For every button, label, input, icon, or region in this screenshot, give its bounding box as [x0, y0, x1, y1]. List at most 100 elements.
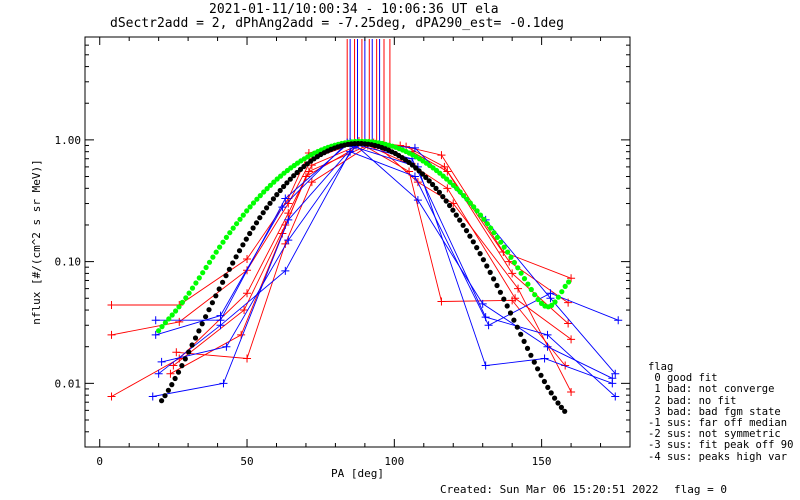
legend-item: 1 bad: not converge	[648, 383, 775, 396]
fit-point-green	[450, 182, 456, 188]
plus-marker-red	[567, 387, 576, 396]
fit-point-black	[291, 173, 297, 179]
fit-point-green	[274, 176, 280, 182]
fit-point-black	[497, 289, 503, 295]
plus-marker-blue	[219, 379, 228, 388]
fit-point-black	[447, 202, 453, 209]
fit-point-green	[562, 283, 568, 289]
fit-point-green	[559, 289, 565, 295]
fit-point-green	[508, 254, 514, 260]
fit-point-black	[524, 345, 531, 351]
fit-point-green	[521, 276, 528, 282]
plus-marker-red	[514, 284, 523, 293]
plus-marker-red	[278, 229, 287, 238]
plus-marker-red	[107, 330, 116, 339]
fit-point-black	[236, 248, 243, 254]
fit-point-black	[440, 194, 446, 200]
fit-point-green	[234, 221, 240, 227]
plus-marker-blue	[216, 311, 225, 320]
fit-point-black	[287, 176, 293, 182]
fit-point-black	[250, 225, 256, 231]
fit-point-black	[480, 257, 486, 263]
fit-point-green	[505, 249, 511, 255]
fit-point-green	[237, 216, 243, 222]
fit-point-black	[260, 210, 266, 216]
fit-point-green	[203, 264, 209, 271]
series-line-blue	[155, 142, 616, 397]
fit-point-green	[532, 292, 538, 298]
fit-point-black	[206, 307, 212, 313]
fit-point-green	[457, 189, 463, 195]
plus-marker-blue	[284, 215, 293, 224]
plus-marker-red	[240, 306, 249, 315]
plus-marker-blue	[540, 354, 549, 363]
fit-point-green	[528, 286, 534, 293]
fit-point-green	[518, 270, 524, 276]
fit-point-green	[206, 259, 213, 265]
peak-marker-layer	[346, 39, 391, 147]
series-line-blue	[155, 141, 616, 374]
fit-point-green	[278, 173, 284, 179]
fit-point-green	[240, 212, 246, 218]
fit-point-black	[159, 398, 165, 404]
fit-point-black	[179, 363, 185, 369]
fit-point-green	[227, 230, 233, 236]
fit-point-black	[484, 263, 490, 269]
plus-marker-red	[304, 167, 313, 176]
fit-point-green	[156, 328, 162, 334]
tick-label-layer: 0 50 100 150 0.01 0.10 1.00	[55, 134, 552, 468]
fit-point-black	[419, 171, 426, 177]
fit-point-black	[233, 254, 239, 260]
fit-point-black	[192, 335, 199, 341]
plus-marker-red	[237, 330, 246, 339]
fit-point-green	[555, 294, 562, 300]
fit-point-black	[264, 205, 270, 211]
fit-point-green	[220, 239, 226, 245]
fit-point-black	[558, 404, 565, 410]
fit-point-green	[498, 239, 504, 245]
x-axis-label: PA [deg]	[331, 467, 384, 480]
plus-marker-red	[508, 296, 517, 305]
fit-point-green	[162, 320, 168, 326]
fit-point-green	[173, 308, 179, 314]
legend-title: flag	[648, 361, 674, 373]
plus-marker-red	[508, 269, 517, 278]
fit-point-green	[271, 179, 277, 185]
plus-marker-blue	[611, 369, 620, 378]
x-tick-label: 100	[384, 455, 404, 468]
fit-point-black	[426, 178, 432, 184]
plus-marker-red	[243, 255, 252, 264]
legend-item: -4 sus: peaks high var	[648, 450, 788, 463]
fit-point-black	[182, 356, 188, 362]
fit-point-green	[535, 296, 541, 303]
series-line-blue	[158, 151, 619, 375]
plus-marker-red	[443, 167, 452, 176]
plus-marker-blue	[157, 357, 166, 366]
fit-point-black	[284, 180, 290, 186]
plus-marker-blue	[410, 143, 419, 152]
plus-marker-blue	[413, 196, 422, 205]
fit-point-green	[267, 182, 273, 188]
y-tick-label: 1.00	[55, 134, 82, 147]
plus-marker-red	[567, 335, 576, 344]
fit-point-green	[223, 234, 229, 240]
created-timestamp: Created: Sun Mar 06 15:20:51 2022	[440, 483, 659, 496]
plus-marker-red	[443, 184, 452, 193]
plus-marker-blue	[611, 392, 620, 401]
fit-point-black	[555, 400, 561, 406]
fit-point-green	[566, 279, 572, 285]
fit-point-black	[243, 236, 249, 242]
fit-point-black	[209, 300, 215, 306]
y-axis-label: nflux [#/(cm^2 s sr MeV)]	[30, 159, 43, 325]
chart-title-line-1: 2021-01-11/10:00:34 - 10:06:36 UT ela	[209, 2, 499, 17]
fit-point-green	[250, 200, 257, 206]
fit-point-black	[501, 296, 507, 302]
plus-marker-red	[166, 369, 175, 378]
fit-point-black	[504, 303, 510, 309]
fit-point-green	[230, 225, 236, 231]
fit-point-black	[433, 185, 439, 191]
plus-marker-red	[172, 348, 181, 357]
fit-point-black	[545, 384, 551, 390]
fit-point-black	[203, 314, 209, 320]
